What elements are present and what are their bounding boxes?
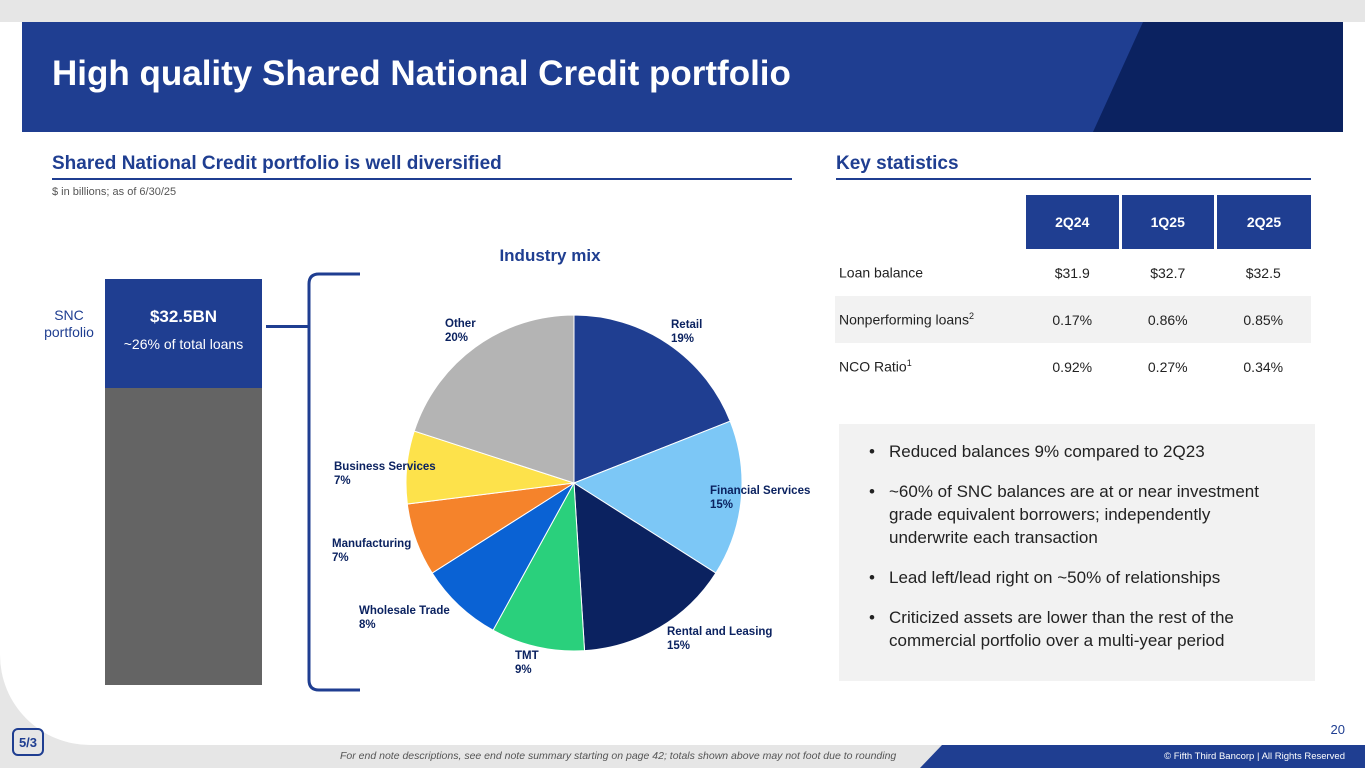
fifth-third-logo-icon: 5/3	[12, 728, 44, 756]
key-statistics-table: 2Q24 1Q25 2Q25 Loan balance $31.9 $32.7 …	[835, 195, 1311, 390]
row-footnote-marker: 1	[906, 358, 912, 369]
list-item: Criticized assets are lower than the res…	[869, 606, 1289, 652]
snc-label-line1: SNC	[54, 307, 84, 323]
row-label-text: NCO Ratio	[839, 358, 907, 375]
row-footnote-marker: 2	[968, 311, 974, 322]
bracket-connector	[266, 325, 308, 328]
pie-slice-tmt	[492, 481, 586, 652]
highlights-box: Reduced balances 9% compared to 2Q23 ~60…	[839, 424, 1315, 681]
slice-label: Financial Services	[710, 485, 810, 497]
slice-percent-label: 15%	[710, 499, 733, 511]
row-label: Nonperforming loans2	[835, 296, 1025, 343]
table-cell: 0.17%	[1024, 296, 1120, 343]
highlights-list: Reduced balances 9% compared to 2Q23 ~60…	[869, 440, 1289, 669]
logo-text: 5/3	[19, 735, 37, 750]
table-corner	[835, 195, 1025, 249]
right-section-title: Key statistics	[836, 153, 959, 174]
pie-slice-other	[413, 314, 575, 484]
left-section-rule	[52, 178, 792, 180]
slice-percent-label: 7%	[332, 552, 349, 564]
slice-label: Retail	[671, 319, 702, 331]
column-header: 1Q25	[1118, 195, 1216, 249]
left-section-title: Shared National Credit portfolio is well…	[52, 153, 502, 174]
row-label-text: Nonperforming loans	[839, 311, 969, 328]
footer-bar	[920, 745, 1365, 768]
table-cell: 0.86%	[1120, 296, 1216, 343]
chart-title: Industry mix	[499, 246, 601, 265]
page-number: 20	[1330, 722, 1345, 737]
slice-label: Manufacturing	[332, 538, 411, 550]
slice-percent-label: 20%	[445, 332, 468, 344]
slice-percent-label: 19%	[671, 333, 694, 345]
table-cell: $32.5	[1245, 264, 1281, 281]
table-cell: $32.7	[1150, 264, 1186, 281]
header-accent	[1093, 22, 1343, 132]
slice-label: Wholesale Trade	[359, 605, 450, 617]
table-row: Loan balance $31.9 $32.7 $32.5	[835, 249, 1311, 296]
snc-label-line2: portfolio	[44, 324, 94, 340]
column-header: 2Q24	[1023, 195, 1120, 249]
table-cell: 0.92%	[1052, 358, 1093, 375]
table-cell: $31.9	[1054, 264, 1090, 281]
pie-slice-retail	[573, 314, 731, 484]
snc-portfolio-label: SNC portfolio	[36, 307, 102, 341]
list-item: ~60% of SNC balances are at or near inve…	[869, 480, 1289, 549]
header-banner: High quality Shared National Credit port…	[22, 22, 1343, 132]
snc-balance-value: $32.5BN	[149, 307, 218, 326]
table-row: NCO Ratio1 0.92% 0.27% 0.34%	[835, 343, 1311, 390]
units-note: $ in billions; as of 6/30/25	[52, 186, 177, 198]
row-label-text: Loan balance	[839, 264, 924, 281]
table-row: Nonperforming loans2 0.17% 0.86% 0.85%	[835, 296, 1311, 343]
top-margin	[0, 0, 1365, 22]
other-loans-bar-segment	[105, 388, 262, 685]
pie-slice-rental-and-leasing	[573, 482, 717, 652]
table-header-row: 2Q24 1Q25 2Q25	[835, 195, 1311, 249]
bracket	[307, 272, 360, 692]
slice-percent-label: 7%	[334, 475, 351, 487]
slice-percent-label: 8%	[359, 619, 376, 631]
copyright: © Fifth Third Bancorp | All Rights Reser…	[1164, 751, 1345, 762]
slice-label: Rental and Leasing	[667, 626, 772, 638]
list-item: Reduced balances 9% compared to 2Q23	[869, 440, 1289, 463]
list-item: Lead left/lead right on ~50% of relation…	[869, 566, 1289, 589]
industry-pie-chart: Retail 19% Financial Services 15% Rental and…	[332, 314, 810, 676]
right-section-rule	[836, 178, 1311, 180]
pie-slice-financial-services	[572, 420, 743, 574]
slice-label: Other	[445, 318, 476, 330]
page-title: High quality Shared National Credit port…	[52, 54, 791, 93]
slice-label: TMT	[515, 650, 539, 662]
row-label: Loan balance	[835, 249, 1025, 296]
slice-percent-label: 9%	[515, 664, 532, 676]
column-header: 2Q25	[1214, 195, 1311, 249]
snc-bar-segment: $32.5BN ~26% of total loans	[105, 279, 262, 388]
table-cell: 0.85%	[1215, 296, 1311, 343]
snc-share-caption: ~26% of total loans	[123, 336, 244, 352]
row-label: NCO Ratio1	[835, 343, 1025, 390]
slice-label: Business Services	[334, 461, 436, 473]
footnote: For end note descriptions, see end note …	[340, 750, 897, 762]
table-cell: 0.34%	[1243, 358, 1284, 375]
table-cell: 0.27%	[1147, 358, 1188, 375]
slice-percent-label: 15%	[667, 640, 690, 652]
